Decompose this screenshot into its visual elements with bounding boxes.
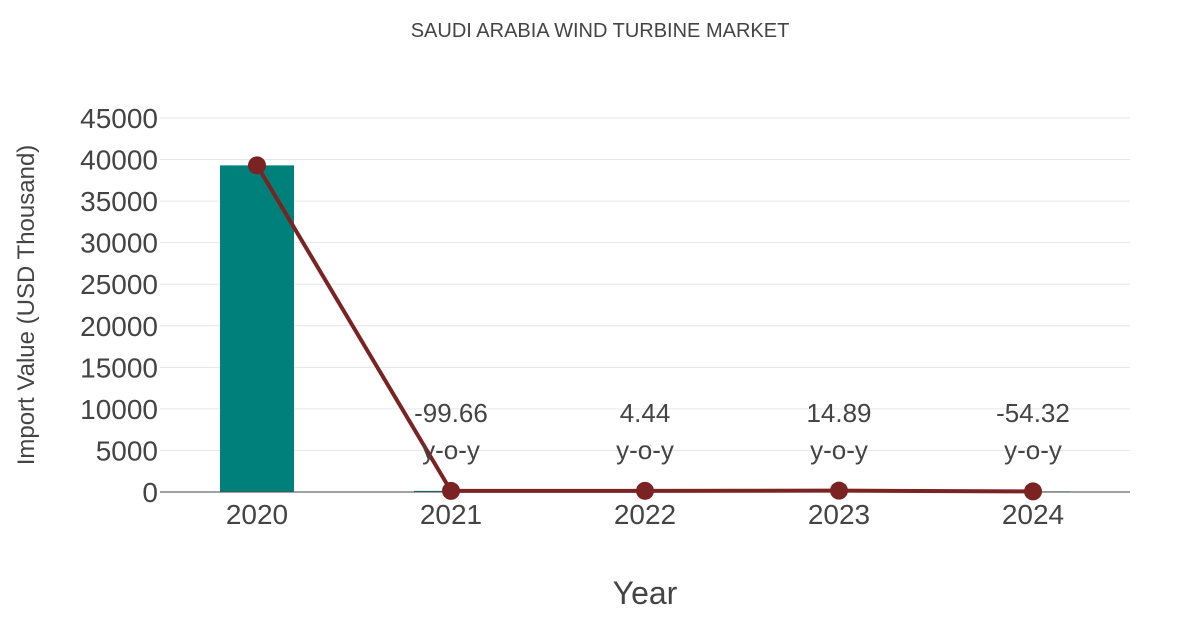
y-tick-label: 45000 xyxy=(80,103,158,134)
line-point-2021 xyxy=(442,481,460,500)
yoy-suffix-label: y-o-y xyxy=(810,435,868,465)
yoy-value-label: -99.66 xyxy=(414,398,488,428)
y-tick-label: 25000 xyxy=(80,269,158,300)
yoy-value-label: 4.44 xyxy=(620,398,671,428)
bar-2020 xyxy=(220,165,294,492)
y-tick-label: 0 xyxy=(142,477,158,508)
x-tick-labels: 2020 2021 2022 2023 2024 xyxy=(226,499,1064,530)
chart-title: SAUDI ARABIA WIND TURBINE MARKET xyxy=(411,20,790,42)
y-tick-label: 5000 xyxy=(96,435,158,466)
line-point-2022 xyxy=(636,481,654,500)
y-tick-label: 15000 xyxy=(80,352,158,383)
annotation-layer: -99.66 y-o-y 4.44 y-o-y 14.89 y-o-y -54.32 y-o-… xyxy=(414,398,1070,465)
line-layer xyxy=(248,156,1042,501)
x-tick-label: 2024 xyxy=(1002,499,1064,530)
yoy-value-label: -54.32 xyxy=(996,398,1070,428)
x-tick-label: 2020 xyxy=(226,499,288,530)
y-tick-label: 10000 xyxy=(80,394,158,425)
x-tick-label: 2022 xyxy=(614,499,676,530)
y-axis-title: Import Value (USD Thousand) xyxy=(13,145,40,466)
y-tick-label: 35000 xyxy=(80,186,158,217)
y-tick-label: 40000 xyxy=(80,145,158,176)
yoy-value-label: 14.89 xyxy=(806,398,871,428)
y-tick-label: 20000 xyxy=(80,311,158,342)
grid-layer xyxy=(160,117,1130,451)
y-tick-label: 30000 xyxy=(80,228,158,259)
yoy-suffix-label: y-o-y xyxy=(1004,435,1062,465)
yoy-suffix-label: y-o-y xyxy=(422,435,480,465)
x-tick-label: 2023 xyxy=(808,499,870,530)
x-tick-label: 2021 xyxy=(420,499,482,530)
y-tick-labels: 0 5000 10000 15000 20000 25000 30000 35000 40000… xyxy=(80,103,158,508)
line-point-2023 xyxy=(830,481,848,500)
yoy-suffix-label: y-o-y xyxy=(616,435,674,465)
x-axis-title: Year xyxy=(613,575,678,611)
line-point-2020 xyxy=(248,156,266,175)
line-point-2024 xyxy=(1024,482,1042,501)
